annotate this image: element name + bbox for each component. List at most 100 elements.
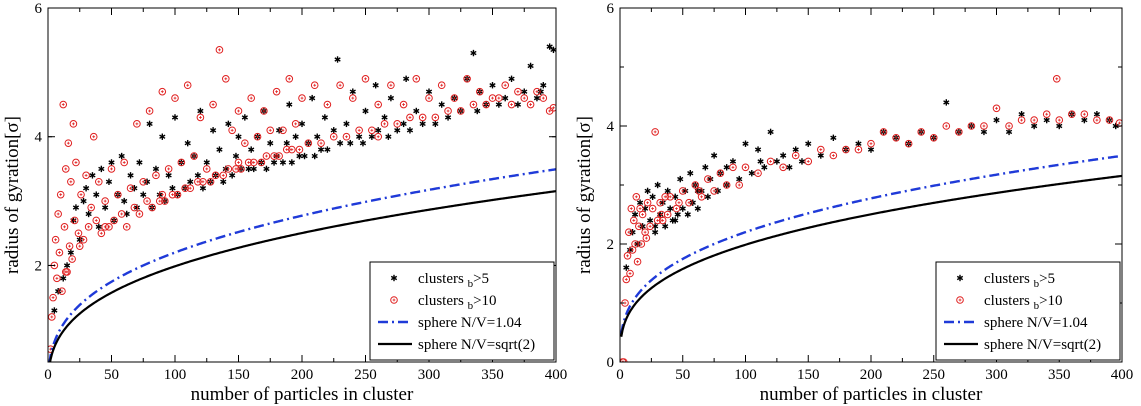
asterisk-point <box>540 82 547 89</box>
x-tick-label: 350 <box>1048 367 1071 383</box>
circle-point <box>829 151 838 160</box>
circle-ring <box>95 177 103 186</box>
asterisk-stroke <box>209 128 217 133</box>
circle-ring <box>130 203 139 212</box>
circle-ring <box>637 240 646 248</box>
asterisk-stroke <box>980 129 988 135</box>
circle-point <box>637 240 646 248</box>
legend-label-suffix: >10 <box>473 293 496 309</box>
circle-ring <box>539 94 548 102</box>
circle-point <box>65 242 74 250</box>
asterisk-point <box>403 75 410 82</box>
circle-ring <box>656 198 664 207</box>
asterisk-point <box>127 172 134 179</box>
circle-ring <box>87 203 95 212</box>
asterisk-stroke <box>72 205 80 210</box>
x-tick-label: 200 <box>860 367 883 383</box>
asterisk-point <box>60 275 67 282</box>
asterisk-point <box>76 236 83 243</box>
asterisk-stroke <box>385 134 392 139</box>
circle-point <box>61 165 70 173</box>
asterisk-stroke <box>235 134 242 139</box>
circle-ring <box>626 269 634 278</box>
y-tick-label: 6 <box>35 1 43 17</box>
asterisk-stroke <box>684 212 691 217</box>
circle-point <box>722 181 731 189</box>
circle-point <box>675 198 683 207</box>
asterisk-point <box>220 178 227 185</box>
x-tick-label: 150 <box>797 367 820 383</box>
circle-point <box>107 165 116 173</box>
circle-ring <box>241 139 249 147</box>
legend-label: clusters b>10 <box>418 293 497 312</box>
asterisk-stroke <box>314 134 321 139</box>
x-axis-label: number of particles in cluster <box>760 384 983 405</box>
circle-ring <box>355 126 363 135</box>
circle-point <box>488 94 497 102</box>
asterisk-stroke <box>993 117 1000 123</box>
asterisk-stroke <box>474 108 481 114</box>
circle-point <box>469 100 478 109</box>
circle-point <box>92 216 101 225</box>
circle-point <box>754 169 762 177</box>
asterisk-stroke <box>89 173 96 178</box>
circle-ring <box>304 139 313 147</box>
asterisk-stroke <box>626 247 634 253</box>
circle-ring <box>101 197 109 205</box>
asterisk-stroke <box>165 173 172 178</box>
circle-ring <box>992 104 1001 113</box>
circle-point <box>79 235 88 244</box>
asterisk-point <box>89 172 96 179</box>
asterisk-point <box>321 114 328 121</box>
asterisk-point <box>229 172 236 179</box>
asterisk-point <box>292 133 299 140</box>
circle-point <box>1017 116 1026 124</box>
asterisk-point <box>324 146 331 153</box>
circle-ring <box>627 204 636 213</box>
asterisk-point <box>67 249 74 256</box>
asterisk-stroke <box>667 206 674 211</box>
asterisk-stroke <box>288 160 295 165</box>
asterisk-stroke <box>425 89 433 94</box>
asterisk-stroke <box>444 115 452 120</box>
asterisk-point <box>197 107 204 115</box>
asterisk-point <box>140 191 147 198</box>
circle-point <box>342 132 351 141</box>
asterisk-stroke <box>368 134 375 139</box>
circle-ring <box>171 94 179 102</box>
circle-ring <box>74 229 83 238</box>
legend-asterisk-icon <box>956 274 964 282</box>
asterisk-point <box>773 158 780 165</box>
circle-ring <box>675 198 683 207</box>
circle-point <box>64 139 73 147</box>
circle-ring <box>79 235 88 244</box>
asterisk-point <box>159 133 166 140</box>
asterisk-point <box>742 140 749 147</box>
asterisk-stroke <box>495 102 502 107</box>
circle-ring <box>190 152 198 160</box>
asterisk-stroke <box>1018 111 1025 117</box>
asterisk-point <box>105 178 113 185</box>
asterisk-stroke <box>336 140 344 146</box>
circle-ring <box>444 107 452 115</box>
circle-point <box>444 107 452 115</box>
circle-ring <box>653 216 662 225</box>
asterisk-stroke <box>550 47 556 53</box>
asterisk-stroke <box>309 95 316 101</box>
circle-point <box>49 293 57 302</box>
circle-ring <box>164 165 173 173</box>
asterisk-stroke <box>381 115 388 120</box>
circle-point <box>161 197 169 205</box>
asterisk-stroke <box>118 153 125 159</box>
circle-point <box>642 234 651 242</box>
asterisk-point <box>425 88 433 95</box>
asterisk-stroke <box>283 140 290 146</box>
asterisk-stroke <box>662 224 669 229</box>
asterisk-point <box>72 204 80 211</box>
circle-ring <box>633 257 642 266</box>
circle-point <box>955 128 963 136</box>
circle-point <box>663 210 672 219</box>
circle-ring <box>638 210 647 219</box>
legend-circle-icon <box>956 296 964 304</box>
circle-ring <box>275 152 283 160</box>
